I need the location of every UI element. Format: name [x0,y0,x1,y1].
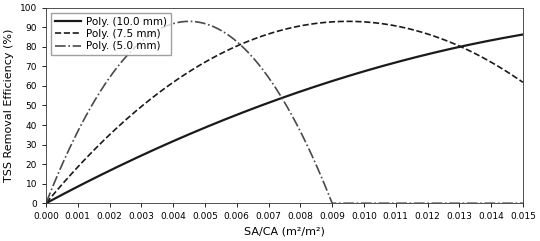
Poly. (7.5 mm) [275,30,281,33]
Poly. (5.0 mm) [329,202,335,205]
Poly. (7.5 mm) [262,33,269,36]
Y-axis label: TSS Removal Efficiency (%): TSS Removal Efficiency (%) [4,29,14,182]
X-axis label: SA/CA (m²/m²): SA/CA (m²/m²) [244,227,325,237]
Poly. (5.0 mm) [186,20,192,23]
Poly. (10.0 mm) [519,33,526,36]
Line: Poly. (5.0 mm): Poly. (5.0 mm) [46,21,523,203]
Poly. (10.0 mm) [505,35,512,38]
Poly. (7.5 mm) [519,81,526,84]
Poly. (10.0 mm) [275,98,281,101]
Poly. (5.0 mm) [68,145,74,147]
Poly. (7.5 mm) [345,20,352,23]
Poly. (5.0 mm) [275,91,281,94]
Poly. (10.0 mm) [506,35,512,38]
Poly. (10.0 mm) [43,202,50,205]
Poly. (5.0 mm) [506,202,512,205]
Poly. (5.0 mm) [519,202,526,205]
Poly. (10.0 mm) [262,102,269,105]
Line: Poly. (10.0 mm): Poly. (10.0 mm) [46,34,523,203]
Poly. (7.5 mm) [506,72,512,74]
Poly. (7.5 mm) [418,31,425,34]
Poly. (5.0 mm) [419,202,426,205]
Poly. (7.5 mm) [506,72,512,75]
Poly. (5.0 mm) [43,201,50,204]
Poly. (7.5 mm) [68,173,74,176]
Poly. (5.0 mm) [507,202,513,205]
Poly. (7.5 mm) [43,201,50,204]
Poly. (10.0 mm) [418,54,425,57]
Legend: Poly. (10.0 mm), Poly. (7.5 mm), Poly. (5.0 mm): Poly. (10.0 mm), Poly. (7.5 mm), Poly. (… [51,13,171,55]
Poly. (10.0 mm) [68,189,74,192]
Poly. (5.0 mm) [262,72,269,75]
Line: Poly. (7.5 mm): Poly. (7.5 mm) [46,21,523,203]
